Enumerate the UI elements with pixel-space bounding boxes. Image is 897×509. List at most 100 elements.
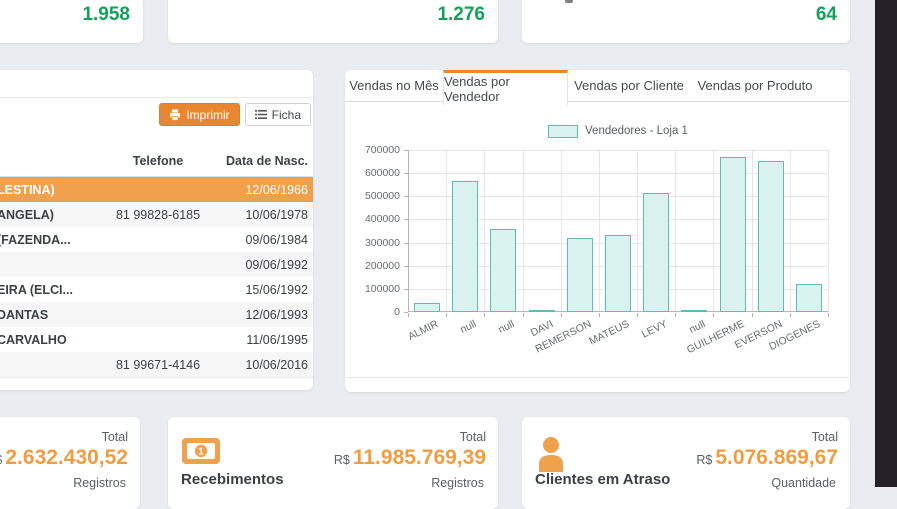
y-tick-label: 500000 <box>364 190 400 203</box>
client-birthdate: 10/06/1978 <box>245 207 308 222</box>
gridline <box>484 150 486 312</box>
ficha-button[interactable]: Ficha <box>244 103 311 126</box>
sales-panel: Vendas no Mês Vendas por Vendedor Vendas p… <box>345 70 850 392</box>
gridline <box>522 150 524 312</box>
table-row[interactable]: LESTINA) 12/06/1966 <box>0 177 313 202</box>
clients-panel: Imprimir Ficha Telefone Data de Nasc. LE… <box>0 70 313 390</box>
top-card-movimentos-1: Movimentos 1.958 <box>0 0 143 43</box>
bar-null[interactable] <box>490 228 517 312</box>
table-row[interactable]: DANTAS 12/06/1993 <box>0 302 313 327</box>
client-birthdate: 12/06/1966 <box>245 182 308 197</box>
gridline <box>408 150 828 151</box>
bar-null[interactable] <box>681 310 708 312</box>
gridline <box>751 150 753 312</box>
gridline <box>637 150 639 312</box>
client-birthdate: 09/06/1992 <box>245 257 308 272</box>
gridline <box>675 150 677 312</box>
cut-icon-fragment <box>565 0 573 3</box>
table-row[interactable]: 81 99671-4146 10/06/2016 <box>0 352 313 377</box>
client-birthdate: 10/06/2016 <box>245 357 308 372</box>
client-birthdate: 09/06/1984 <box>245 232 308 247</box>
client-birthdate: 15/06/1992 <box>245 282 308 297</box>
bar-mateus[interactable] <box>605 234 631 312</box>
stat-label: Movimentos <box>767 0 837 2</box>
amount-value: 11.985.769,39 <box>352 446 486 469</box>
x-tick <box>828 313 829 317</box>
clients-table-body: LESTINA) 12/06/1966 ANGELA) 81 99828-6185 10… <box>0 177 313 377</box>
print-button[interactable]: Imprimir <box>159 103 240 126</box>
bar-levy[interactable] <box>643 192 670 312</box>
currency-label: R$ <box>333 453 350 467</box>
stat-label: Vendas <box>442 0 485 2</box>
legend-swatch <box>548 124 579 138</box>
table-row[interactable]: CARVALHO 11/06/1995 <box>0 327 313 352</box>
bottom-card-clientes-atraso: Clientes em Atraso Total R$ 5.076.869,67 … <box>522 417 850 509</box>
y-tick <box>404 312 408 313</box>
bar-diogenes[interactable] <box>795 283 822 312</box>
count-label: Registros <box>431 476 484 490</box>
x-tick <box>522 313 524 317</box>
ficha-button-label: Ficha <box>271 107 301 122</box>
x-axis-label: null <box>458 318 479 336</box>
y-axis <box>408 150 409 312</box>
stat-value: 1.958 <box>82 4 130 25</box>
table-row[interactable]: EIRA (ELCI... 15/06/1992 <box>0 277 313 302</box>
phone-column-header: Telefone <box>132 154 184 168</box>
user-icon <box>535 436 567 477</box>
y-tick-label: 400000 <box>364 213 400 226</box>
client-birthdate: 12/06/1993 <box>245 307 308 322</box>
stat-value: 64 <box>815 4 837 25</box>
gridline <box>713 150 715 312</box>
money-bill-icon: 1 <box>181 436 221 471</box>
x-tick <box>637 313 639 317</box>
chart-plot: 0 100000 200000 300000 400000 500000 600000 700… <box>365 144 829 356</box>
gridline <box>789 150 791 312</box>
y-tick <box>404 173 408 175</box>
table-row[interactable]: 09/06/1992 <box>0 252 313 277</box>
x-axis-label: MATEUS <box>587 318 632 348</box>
table-row[interactable]: ANGELA) 81 99828-6185 10/06/1978 <box>0 202 313 227</box>
y-tick-label: 700000 <box>364 144 400 156</box>
x-tick <box>713 313 715 317</box>
total-label: Total <box>101 430 128 444</box>
table-bottom-divider <box>0 377 313 378</box>
client-name: (FAZENDA... <box>0 232 71 247</box>
x-tick <box>789 313 791 317</box>
amount-value: 5.076.869,67 <box>715 446 838 469</box>
tab-vendas-no-mês[interactable]: Vendas no Mês <box>349 78 439 93</box>
client-name: DANTAS <box>0 307 49 322</box>
x-axis-label: LEVY <box>640 318 670 341</box>
x-tick <box>560 313 562 317</box>
tab-vendas-por-produto[interactable]: Vendas por Produto <box>697 78 813 93</box>
gridline <box>598 150 600 312</box>
bar-almir[interactable] <box>414 303 441 312</box>
tab-vendas-por-cliente[interactable]: Vendas por Cliente <box>574 78 684 93</box>
panel-footer-divider <box>346 377 849 378</box>
bar-null[interactable] <box>452 181 479 312</box>
amount-value: 2.632.430,52 <box>5 446 128 469</box>
client-name: CARVALHO <box>0 332 67 347</box>
currency-label: R$ <box>0 453 2 467</box>
bar-davi[interactable] <box>528 310 555 312</box>
sales-tabbar: Vendas no Mês Vendas por Vendedor Vendas p… <box>345 70 850 105</box>
x-tick <box>751 313 753 317</box>
client-phone: 81 99828-6185 <box>115 207 201 222</box>
dark-side-strip <box>875 0 897 487</box>
client-name: ANGELA) <box>0 207 54 222</box>
total-value: R$ 11.985.769,39 <box>334 446 486 470</box>
client-phone: 81 99671-4146 <box>115 357 201 372</box>
y-tick <box>404 288 408 290</box>
bar-remerson[interactable] <box>566 237 593 312</box>
table-row[interactable]: (FAZENDA... 09/06/1984 <box>0 227 313 252</box>
svg-text:1: 1 <box>198 447 204 458</box>
x-tick <box>675 313 677 317</box>
x-tick <box>446 313 448 317</box>
x-axis-label: null <box>496 318 517 336</box>
bar-guilherme[interactable] <box>719 157 746 312</box>
x-tick <box>408 313 409 317</box>
y-tick <box>404 265 408 267</box>
bar-everson[interactable] <box>757 161 784 312</box>
gridline <box>446 150 448 312</box>
tab-vendas-por-vendedor[interactable]: Vendas por Vendedor <box>443 70 568 105</box>
gridline <box>408 219 828 221</box>
